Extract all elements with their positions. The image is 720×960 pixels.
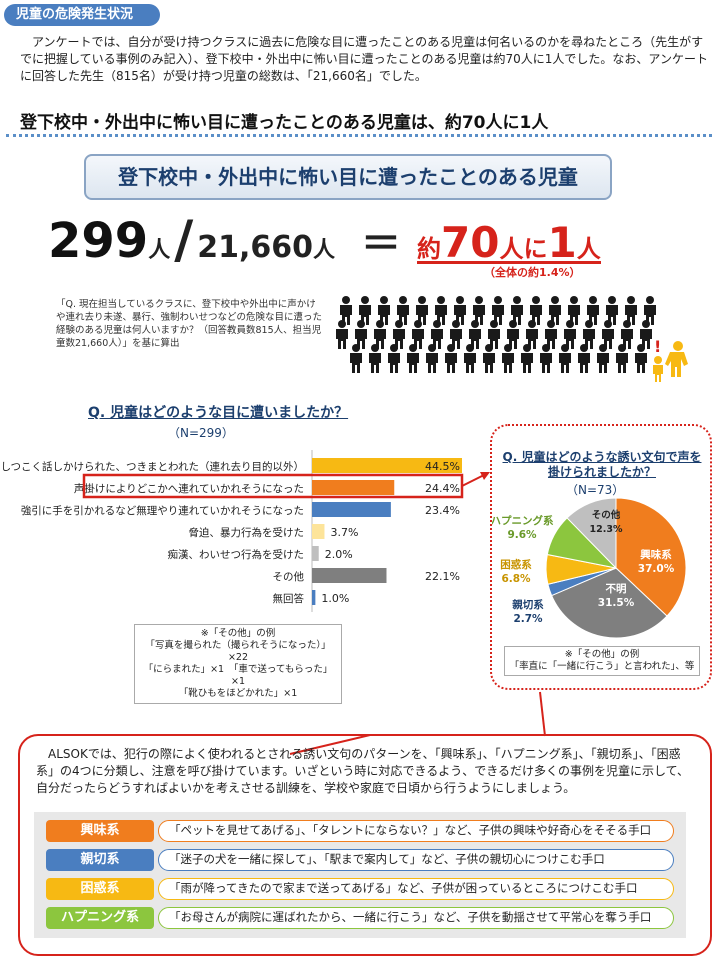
eq-res-mid: 人に bbox=[499, 235, 548, 263]
pie-note-title: ※「その他」の例 bbox=[564, 649, 640, 660]
bar-value-label: 44.5% bbox=[425, 460, 460, 473]
bar-value-label: 23.4% bbox=[425, 504, 460, 517]
pie-slice-value: 37.0% bbox=[638, 563, 675, 575]
bar-value-label: 3.7% bbox=[330, 526, 358, 539]
pattern-list: 興味系 「ペットを見せてあげる」、「タレントにならない？」など、子供の興味や好奇… bbox=[34, 812, 686, 938]
eq-numerator: 299 bbox=[48, 213, 149, 269]
eq-unit2: 人 bbox=[313, 238, 336, 263]
bar bbox=[312, 502, 391, 517]
dotted-divider bbox=[6, 134, 712, 137]
pie-chart-title: Q. 児童はどのような誘い文句で声を掛けられましたか？ bbox=[502, 450, 702, 479]
pie-slice-value: 12.3% bbox=[590, 524, 623, 535]
pattern-text: 「迷子の犬を一緒に探して」、「駅まで案内して」など、子供の親切心につけこむ手口 bbox=[158, 849, 674, 871]
bar bbox=[312, 480, 395, 495]
pie-note-line: 「率直に「一緒に行こう」と言われた」、等 bbox=[509, 661, 695, 672]
pattern-text: 「ペットを見せてあげる」、「タレントにならない？」など、子供の興味や好奇心をそそ… bbox=[158, 820, 674, 842]
pie-slice-name: 不明 bbox=[606, 583, 627, 595]
pie-chart-n: （N=73） bbox=[566, 483, 625, 497]
bar-note-line: 「靴ひもをほどかれた」×1 bbox=[178, 688, 298, 699]
pie-slice bbox=[615, 497, 687, 617]
pattern-label: 困惑系 bbox=[46, 878, 154, 900]
pie-slice-value: 31.5% bbox=[598, 597, 635, 609]
bar-note-title: ※「その他」の例 bbox=[200, 628, 276, 639]
pattern-label: 興味系 bbox=[46, 820, 154, 842]
bar bbox=[312, 568, 387, 583]
bar-chart-title: Q. 児童はどのような目に遭いましたか？ bbox=[88, 405, 349, 421]
pattern-label: ハプニング系 bbox=[46, 907, 154, 929]
eq-result: 約70人に1人 bbox=[417, 218, 601, 267]
box-title: 登下校中・外出中に怖い目に遭ったことのある児童 bbox=[84, 154, 612, 200]
pie-slice-name: 興味系 bbox=[640, 548, 672, 561]
crowd-people-icon: ! bbox=[336, 296, 688, 382]
bar-category-label: 声掛けによりどこかへ連れていかれそうになった bbox=[74, 482, 304, 495]
pie-slice-name: その他 bbox=[592, 509, 621, 521]
bar bbox=[312, 458, 462, 473]
eq-res-unit: 人 bbox=[576, 235, 601, 263]
pie-slice-value: 6.8% bbox=[501, 573, 531, 585]
source-note: 「Q. 現在担当しているクラスに、登下校中や外出中に声かけや連れ去り未遂、暴行、… bbox=[56, 299, 323, 349]
bar-note-line: 「写真を撮られた（撮られそうになった）」×22 bbox=[145, 640, 331, 663]
headline: 登下校中・外出中に怖い目に遭ったことのある児童は、約70人に1人 bbox=[20, 113, 549, 133]
ratio-equation: 299人/21,660人＝約70人に1人 bbox=[48, 210, 708, 270]
eq-subnote: （全体の約1.4%） bbox=[484, 266, 581, 279]
pie-slice bbox=[550, 567, 668, 639]
alsok-panel bbox=[18, 734, 712, 956]
bar bbox=[312, 546, 319, 561]
bar-value-label: 24.4% bbox=[425, 482, 460, 495]
eq-unit1: 人 bbox=[148, 238, 171, 263]
eq-equals: ＝ bbox=[361, 221, 402, 267]
pie-note: ※「その他」の例 「率直に「一緒に行こう」と言われた」、等 bbox=[504, 646, 700, 676]
eq-slash: / bbox=[174, 210, 194, 270]
eq-res-num: 70 bbox=[441, 218, 500, 267]
pattern-text: 「お母さんが病院に運ばれたから、一緒に行こう」など、子供を動揺させて平常心を奪う… bbox=[158, 907, 674, 929]
pie-slice-name: 親切系 bbox=[512, 598, 544, 611]
pie-slice-name: 困惑系 bbox=[500, 558, 532, 571]
bar-value-label: 2.0% bbox=[325, 548, 353, 561]
pie-slice-value: 9.6% bbox=[507, 529, 537, 541]
eq-denominator: 21,660 bbox=[197, 230, 313, 265]
bar-value-label: 22.1% bbox=[425, 570, 460, 583]
pie-slice bbox=[566, 497, 617, 570]
bar bbox=[312, 590, 316, 605]
bar-category-label: その他 bbox=[273, 570, 305, 583]
bar-value-label: 1.0% bbox=[321, 592, 349, 605]
eq-res-pre: 約 bbox=[417, 235, 442, 263]
bar-note-line: 「にらまれた」×1 「車で送ってもらった」×1 bbox=[143, 664, 333, 687]
intro-paragraph: アンケートでは、自分が受け持つクラスに過去に危険な目に遭ったことのある児童は何名… bbox=[20, 35, 708, 83]
bar-category-label: 脅迫、暴力行為を受けた bbox=[189, 526, 305, 539]
eq-res-one: 1 bbox=[547, 218, 577, 267]
pie-slice-value: 2.7% bbox=[513, 613, 543, 625]
bar-note: ※「その他」の例 「写真を撮られた（撮られそうになった）」×22 「にらまれた」… bbox=[134, 624, 342, 704]
bar-category-label: 痴漢、わいせつ行為を受けた bbox=[168, 548, 305, 561]
alsok-paragraph: ALSOKでは、犯行の際によく使われるとされる誘い文句のパターンを、「興味系」、… bbox=[36, 747, 689, 795]
bar bbox=[312, 524, 325, 539]
child-alert-icon: ! bbox=[653, 337, 688, 382]
bar-category-label: 強引に手を引かれるなど無理やり連れていかれそうになった bbox=[21, 504, 304, 517]
pie-slice-name: ハプニング系 bbox=[492, 514, 554, 527]
pattern-text: 「雨が降ってきたので家まで送ってあげる」など、子供が困っているところにつけこむ手… bbox=[158, 878, 674, 900]
section-tag: 児童の危険発生状況 bbox=[4, 4, 160, 26]
bar-category-label: しつこく話しかけられた、つきまとわれた（連れ去り目的以外） bbox=[1, 460, 304, 473]
bar-chart: しつこく話しかけられた、つきまとわれた（連れ去り目的以外） 44.5% 声掛けにより… bbox=[1, 450, 462, 612]
svg-text:!: ! bbox=[654, 337, 661, 356]
bar-category-label: 無回答 bbox=[273, 592, 305, 605]
pie-chart: 興味系 37.0% 不明 31.5% 親切系 2.7% 困惑系 6.8% ハプニング系 9.6% そ… bbox=[492, 497, 687, 639]
bar-chart-n: （N=299） bbox=[168, 426, 234, 440]
pattern-label: 親切系 bbox=[46, 849, 154, 871]
pie-panel bbox=[490, 424, 712, 690]
